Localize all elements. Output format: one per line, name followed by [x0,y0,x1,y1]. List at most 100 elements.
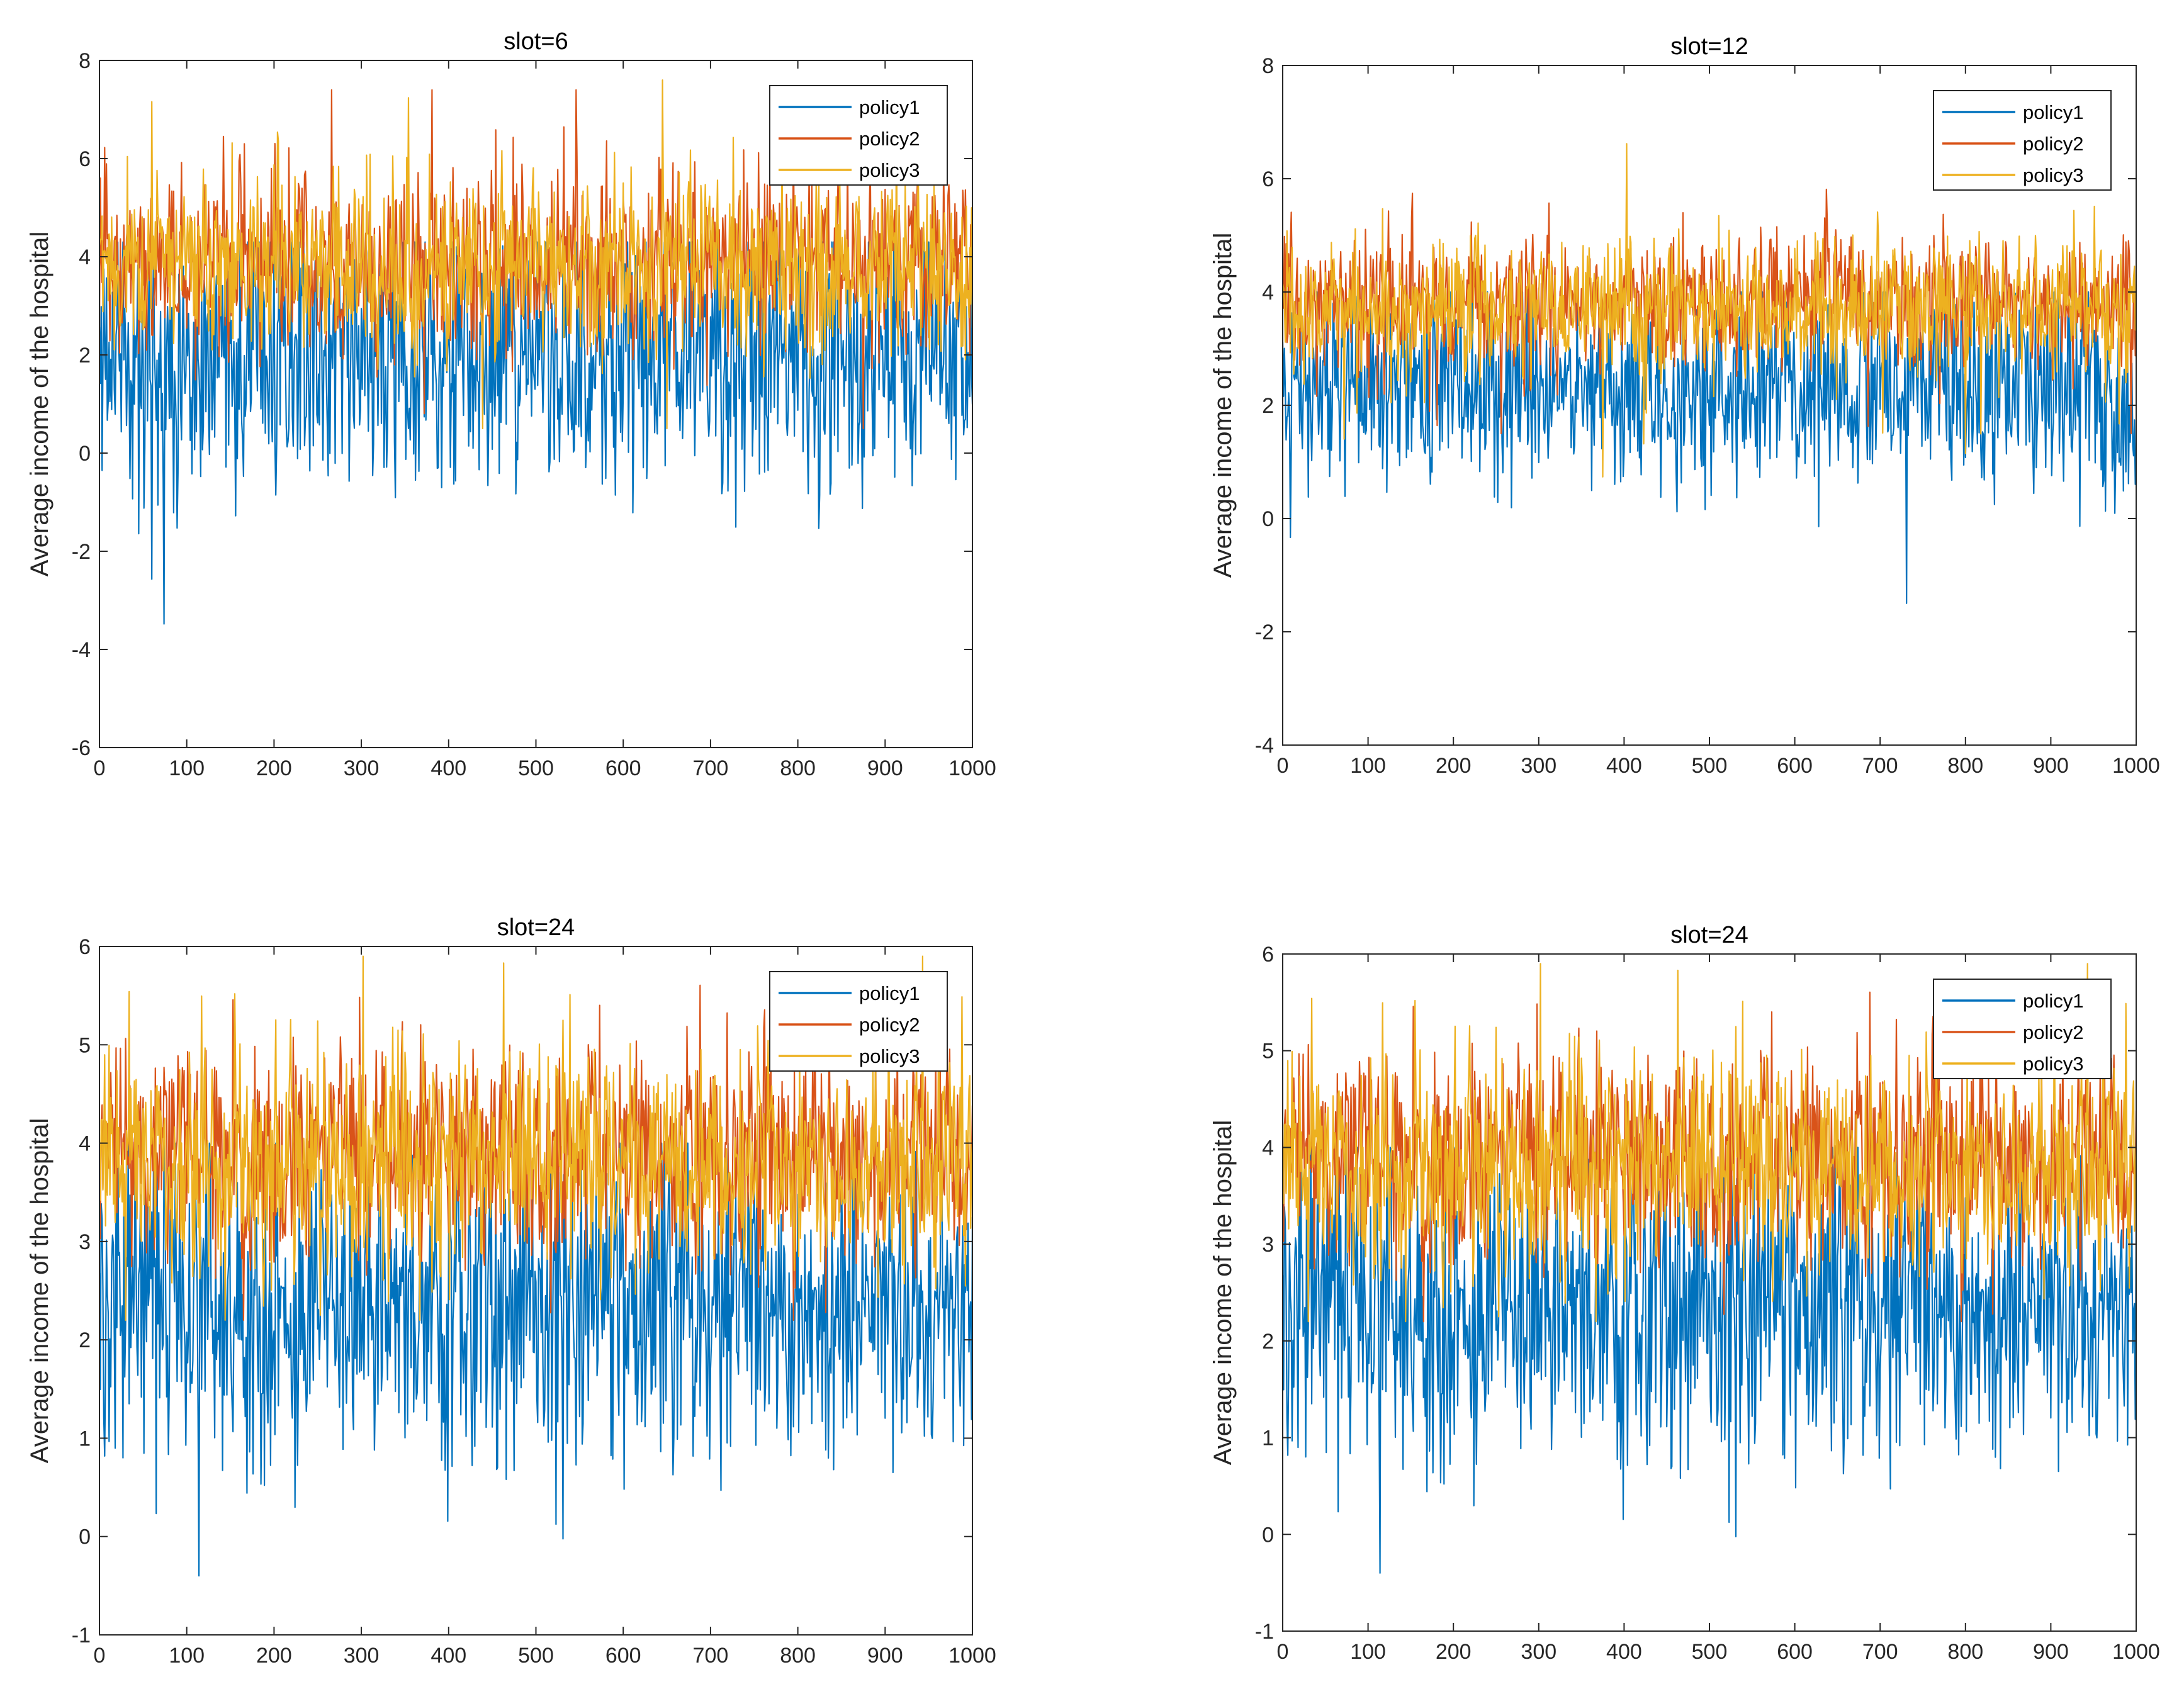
y-tick-label: 3 [1262,1233,1274,1257]
x-tick-label: 500 [518,756,554,780]
x-tick-label: 400 [431,1644,466,1668]
x-tick-label: 600 [1777,754,1813,778]
x-tick-label: 100 [169,1644,205,1668]
legend-label-policy1: policy1 [2023,101,2084,123]
y-tick-label: -1 [72,1624,91,1647]
series-line-policy2 [1283,188,2136,435]
y-tick-label: -4 [1255,734,1274,758]
y-tick-label: -4 [72,638,91,662]
x-tick-label: 500 [1692,754,1728,778]
x-tick-label: 300 [344,756,380,780]
x-tick-label: 500 [1692,1640,1728,1664]
series-line-policy3 [1283,963,2136,1323]
legend-box [769,971,948,1072]
x-tick-label: 200 [256,756,292,780]
y-tick-label: -1 [1255,1620,1274,1644]
x-tick-label: 600 [1777,1640,1813,1664]
legend: policy1 policy2 policy3 [769,85,948,186]
y-tick-label: 3 [79,1230,91,1254]
legend-box [1933,979,2112,1079]
x-tick-label: 100 [1350,754,1386,778]
legend-box [1933,90,2112,191]
y-axis-label: Average income of the hospital [1209,233,1237,578]
legend-label-policy1: policy1 [859,982,920,1004]
x-tick-label: 600 [605,756,641,780]
x-tick-label: 900 [867,1644,903,1668]
chart-panel-3: 0 100 200 300 400 500 600 700 800 900 1000-1012345… [26,914,996,1668]
x-tick-label: 300 [1521,1640,1556,1664]
x-tick-label: 100 [1350,1640,1386,1664]
y-tick-label: 4 [1262,281,1274,305]
x-tick-label: 200 [1436,1640,1472,1664]
y-tick-label: 2 [79,1328,91,1352]
chart-panel-2: 0 100 200 300 400 500 600 700 800 900 1000 -4 -2 0 2 4 6… [1209,33,2160,778]
x-tick-label: 0 [94,1644,106,1668]
x-tick-label: 0 [1277,1640,1289,1664]
y-tick-label: 0 [1262,1523,1274,1547]
x-tick-label: 800 [780,756,816,780]
legend-label-policy3: policy3 [2023,1053,2084,1075]
y-tick-label: -2 [1255,620,1274,644]
y-tick-label: -2 [72,540,91,564]
legend-label-policy2: policy2 [859,128,920,150]
y-tick-label: 0 [79,1525,91,1549]
x-tick-label: 700 [1862,1640,1898,1664]
x-tick-label: 1000 [948,1644,996,1668]
x-tick-label: 500 [518,1644,554,1668]
y-tick-label: 0 [1262,507,1274,531]
y-tick-label: 6 [1262,167,1274,191]
y-tick-label: 2 [79,344,91,368]
legend-label-policy1: policy1 [2023,990,2084,1012]
x-tick-label: 300 [344,1644,380,1668]
legend: policy1 policy2 policy3 [1933,90,2112,191]
y-tick-label: 8 [1262,54,1274,78]
series-group [1283,963,2136,1574]
x-tick-label: 1000 [2112,754,2160,778]
x-tick-label: 800 [1947,754,1983,778]
series-line-policy3 [1283,143,2136,478]
x-tick-label: 800 [1947,1640,1983,1664]
series-line-policy3 [99,79,972,430]
legend-label-policy3: policy3 [859,159,920,181]
chart-title: slot=24 [497,914,575,941]
series-group [99,79,972,625]
y-tick-label: 2 [1262,394,1274,418]
y-tick-label: 5 [79,1033,91,1057]
y-axis-label: Average income of the hospital [26,1118,53,1464]
y-axis-label: Average income of the hospital [26,232,53,577]
legend-label-policy3: policy3 [859,1045,920,1067]
x-tick-label: 600 [605,1644,641,1668]
series-group [99,955,972,1577]
y-tick-label: -6 [72,736,91,760]
y-tick-label: 6 [79,935,91,959]
series-line-policy3 [99,955,972,1321]
chart-title: slot=12 [1670,33,1748,60]
y-tick-label: 4 [1262,1136,1274,1160]
x-tick-label: 900 [2033,1640,2069,1664]
x-tick-label: 200 [256,1644,292,1668]
y-tick-label: 8 [79,49,91,73]
legend-label-policy2: policy2 [859,1014,920,1036]
x-tick-label: 700 [693,756,729,780]
series-group [1283,143,2136,604]
y-tick-label: 6 [79,147,91,171]
legend-label-policy1: policy1 [859,96,920,118]
y-tick-label: 6 [1262,943,1274,967]
series-line-policy1 [1283,291,2136,604]
chart-title: slot=24 [1670,922,1748,948]
x-tick-label: 300 [1521,754,1556,778]
x-tick-label: 800 [780,1644,816,1668]
x-tick-label: 0 [1277,754,1289,778]
x-tick-label: 900 [867,756,903,780]
x-tick-label: 200 [1436,754,1472,778]
y-tick-label: 4 [79,245,91,269]
x-tick-label: 400 [1606,754,1642,778]
y-tick-label: 0 [79,442,91,466]
legend-label-policy3: policy3 [2023,164,2084,186]
x-tick-label: 400 [1606,1640,1642,1664]
legend: policy1 policy2 policy3 [1933,979,2112,1079]
x-tick-label: 700 [693,1644,729,1668]
legend: policy1 policy2 policy3 [769,971,948,1072]
